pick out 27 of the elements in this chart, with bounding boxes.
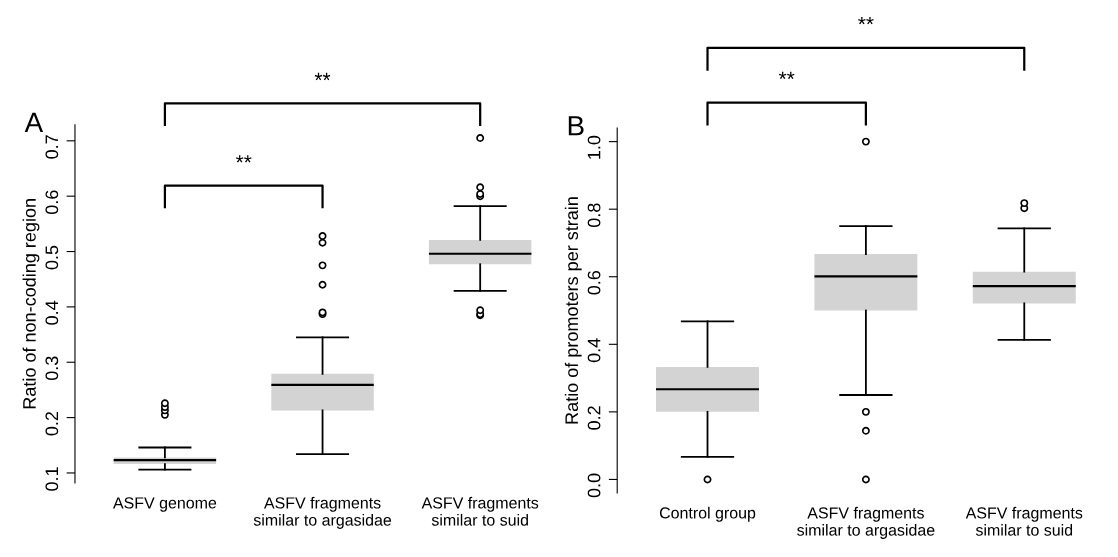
y-tick-label: 0.1 — [45, 467, 59, 491]
text: A — [24, 112, 44, 132]
y-tick-label: 0.7 — [45, 135, 59, 159]
y-tick-label: 0.6 — [45, 190, 59, 215]
annotation: ** — [235, 155, 252, 163]
y-tick-label: 0.6 — [587, 271, 601, 295]
y-axis-title: Ratio of promoters per strain — [564, 197, 582, 424]
y-axis-title: Ratio of non-coding region — [22, 199, 40, 409]
y-tick-label: 0.0 — [587, 473, 601, 498]
x-tick-label: ASFV genome — [113, 497, 217, 512]
y-tick-label: 0.4 — [45, 300, 59, 325]
y-tick-label: 0.3 — [45, 356, 59, 381]
y-tick-label: 0.2 — [587, 406, 601, 430]
x-tick-label: Control group — [659, 506, 756, 522]
text: ** — [778, 71, 795, 80]
text: ** — [314, 72, 331, 81]
y-tick-label: 1.0 — [587, 135, 601, 159]
y-tick-label: 0.8 — [587, 203, 601, 228]
y-tick-label: 0.5 — [45, 245, 59, 270]
x-tick-label: ASFV fragments similar to argasidae — [797, 506, 935, 539]
x-tick-label: ASFV fragments similar to suid — [965, 506, 1083, 536]
y-tick-label: 0.4 — [587, 338, 601, 363]
text: B — [568, 116, 584, 136]
x-tick-label: ASFV fragments similar to argasidae — [253, 496, 392, 529]
x-tick-label: ASFV fragments similar to suid — [421, 496, 539, 526]
text: ** — [858, 17, 874, 25]
y-tick-label: 0.2 — [45, 411, 59, 436]
